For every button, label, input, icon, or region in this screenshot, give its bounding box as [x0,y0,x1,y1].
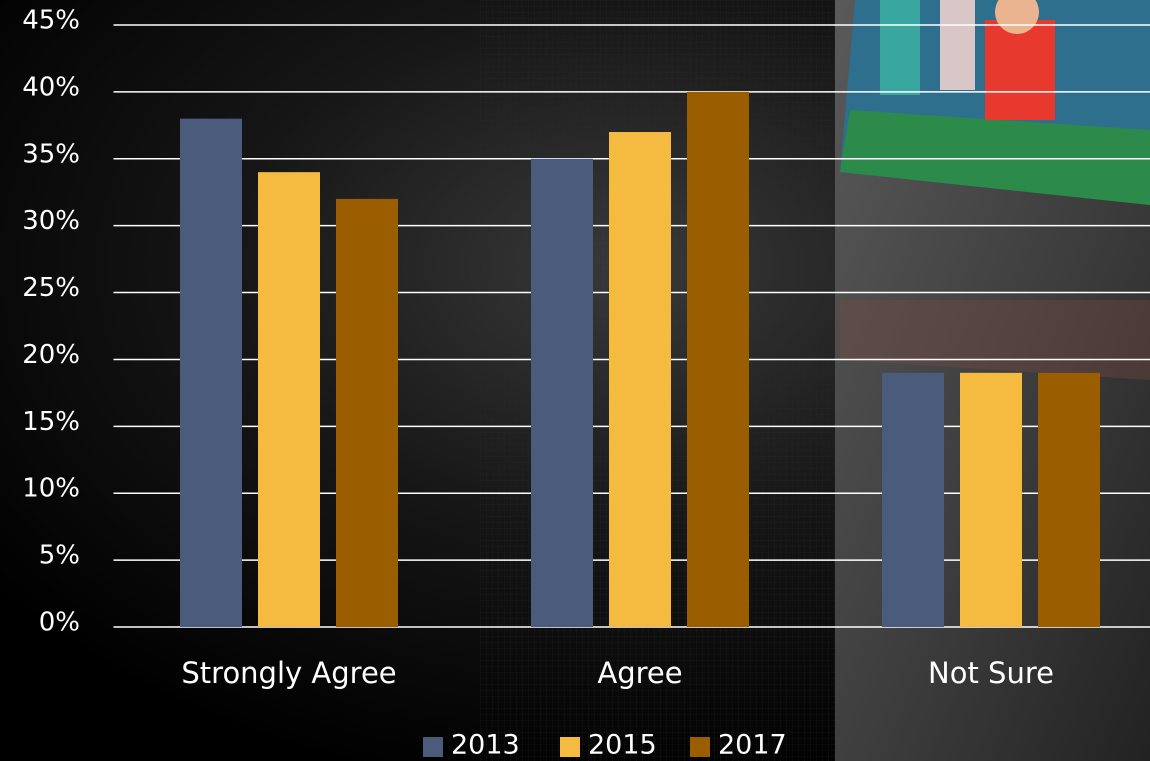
bar [531,158,593,627]
y-tick-label: 40% [22,72,80,102]
legend-label: 2017 [718,730,787,761]
legend-swatch [690,737,710,757]
y-tick-label: 45% [22,6,80,36]
bar [687,91,749,627]
legend-label: 2015 [588,730,657,761]
y-tick-label: 35% [22,139,80,169]
y-tick-label: 5% [39,541,80,571]
bar [258,172,320,627]
bar [609,132,671,627]
y-tick-label: 10% [22,474,80,504]
legend-swatch [560,737,580,757]
legend-label: 2013 [451,730,520,761]
x-tick-label: Not Sure [928,656,1054,690]
y-tick-label: 30% [22,206,80,236]
y-tick-label: 25% [22,273,80,303]
bar [336,198,398,627]
bar [1038,372,1100,627]
y-tick-label: 0% [39,608,80,638]
bar [882,372,944,627]
y-tick-label: 15% [22,407,80,437]
legend-swatch [423,737,443,757]
x-tick-label: Agree [597,656,682,690]
bar [180,118,242,628]
photo [840,0,1150,380]
x-tick-label: Strongly Agree [181,656,396,690]
bar [960,372,1022,627]
y-tick-label: 20% [22,340,80,370]
